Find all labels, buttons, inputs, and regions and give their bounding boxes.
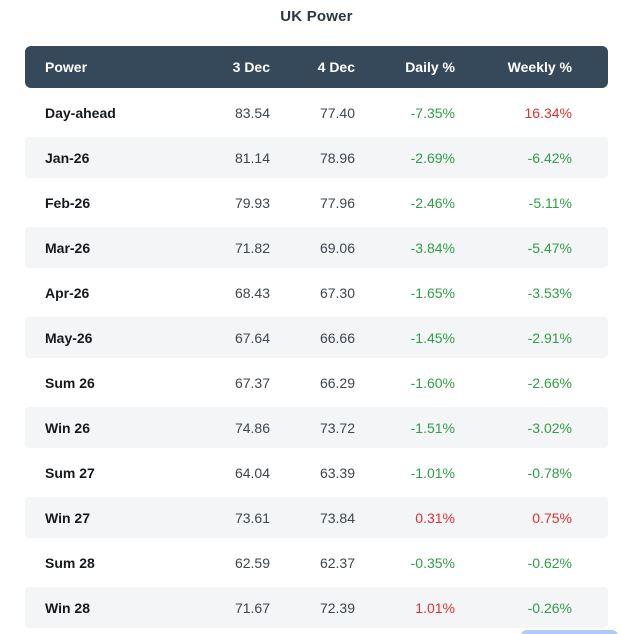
value-weekly-pct: -0.26% bbox=[527, 599, 572, 616]
table-row: Feb-26 79.93 77.96 -2.46% -5.11% bbox=[25, 182, 608, 223]
col-header-power: Power bbox=[45, 59, 88, 75]
row-label: Sum 27 bbox=[45, 464, 95, 481]
row-label: Apr-26 bbox=[45, 284, 90, 301]
col-header-daily: Daily % bbox=[405, 59, 455, 75]
value-daily-pct: -1.01% bbox=[410, 464, 455, 481]
power-table: Power 3 Dec 4 Dec Daily % Weekly % Day-a… bbox=[25, 46, 608, 632]
value-3dec: 74.86 bbox=[234, 419, 270, 436]
value-weekly-pct: 0.75% bbox=[532, 509, 572, 526]
row-label: Mar-26 bbox=[45, 239, 91, 256]
col-header-4dec: 4 Dec bbox=[317, 59, 355, 75]
table-row: Sum 27 64.04 63.39 -1.01% -0.78% bbox=[25, 452, 608, 493]
value-4dec: 73.84 bbox=[319, 509, 355, 526]
value-daily-pct: -2.46% bbox=[410, 194, 455, 211]
value-3dec: 81.14 bbox=[234, 149, 270, 166]
value-daily-pct: -0.35% bbox=[410, 554, 455, 571]
value-weekly-pct: -5.11% bbox=[528, 194, 572, 211]
value-4dec: 72.39 bbox=[319, 599, 355, 616]
value-3dec: 71.82 bbox=[234, 239, 270, 256]
value-4dec: 73.72 bbox=[319, 419, 355, 436]
value-4dec: 78.96 bbox=[319, 149, 355, 166]
table-row: Mar-26 71.82 69.06 -3.84% -5.47% bbox=[25, 227, 608, 268]
value-weekly-pct: 16.34% bbox=[524, 104, 572, 121]
value-4dec: 77.96 bbox=[319, 194, 355, 211]
page-title: UK Power bbox=[280, 8, 353, 25]
value-weekly-pct: -5.47% bbox=[527, 239, 572, 256]
value-4dec: 77.40 bbox=[319, 104, 355, 121]
row-label: Sum 26 bbox=[45, 374, 95, 391]
table-row: Win 27 73.61 73.84 0.31% 0.75% bbox=[25, 497, 608, 538]
value-3dec: 67.64 bbox=[234, 329, 270, 346]
row-label: Win 28 bbox=[45, 599, 90, 616]
value-daily-pct: -1.45% bbox=[410, 329, 455, 346]
table-row: Sum 26 67.37 66.29 -1.60% -2.66% bbox=[25, 362, 608, 403]
partially-visible-button[interactable] bbox=[521, 630, 618, 634]
table-row: May-26 67.64 66.66 -1.45% -2.91% bbox=[25, 317, 608, 358]
value-3dec: 62.59 bbox=[234, 554, 270, 571]
value-3dec: 68.43 bbox=[234, 284, 270, 301]
value-weekly-pct: -3.53% bbox=[527, 284, 572, 301]
value-4dec: 67.30 bbox=[319, 284, 355, 301]
row-label: Feb-26 bbox=[45, 194, 91, 211]
value-4dec: 66.66 bbox=[319, 329, 355, 346]
value-daily-pct: -1.60% bbox=[410, 374, 455, 391]
value-daily-pct: -1.65% bbox=[410, 284, 455, 301]
value-weekly-pct: -2.91% bbox=[527, 329, 572, 346]
table-row: Win 28 71.67 72.39 1.01% -0.26% bbox=[25, 587, 608, 628]
row-label: Sum 28 bbox=[45, 554, 95, 571]
value-weekly-pct: -6.42% bbox=[527, 149, 572, 166]
table-row: Jan-26 81.14 78.96 -2.69% -6.42% bbox=[25, 137, 608, 178]
col-header-3dec: 3 Dec bbox=[232, 59, 270, 75]
value-weekly-pct: -0.62% bbox=[527, 554, 572, 571]
value-3dec: 71.67 bbox=[234, 599, 270, 616]
value-daily-pct: -1.51% bbox=[410, 419, 455, 436]
value-daily-pct: -7.35% bbox=[410, 104, 455, 121]
col-header-weekly: Weekly % bbox=[507, 59, 572, 75]
value-weekly-pct: -0.78% bbox=[527, 464, 572, 481]
value-daily-pct: 0.31% bbox=[415, 509, 455, 526]
value-3dec: 83.54 bbox=[234, 104, 270, 121]
value-3dec: 73.61 bbox=[234, 509, 270, 526]
table-row: Day-ahead 83.54 77.40 -7.35% 16.34% bbox=[25, 92, 608, 133]
value-daily-pct: 1.01% bbox=[415, 599, 455, 616]
row-label: May-26 bbox=[45, 329, 93, 346]
value-3dec: 79.93 bbox=[234, 194, 270, 211]
value-3dec: 64.04 bbox=[234, 464, 270, 481]
value-4dec: 62.37 bbox=[319, 554, 355, 571]
value-daily-pct: -3.84% bbox=[410, 239, 455, 256]
row-label: Win 26 bbox=[45, 419, 90, 436]
table-row: Win 26 74.86 73.72 -1.51% -3.02% bbox=[25, 407, 608, 448]
table-row: Sum 28 62.59 62.37 -0.35% -0.62% bbox=[25, 542, 608, 583]
value-3dec: 67.37 bbox=[234, 374, 270, 391]
row-label: Win 27 bbox=[45, 509, 90, 526]
value-4dec: 69.06 bbox=[319, 239, 355, 256]
value-4dec: 66.29 bbox=[319, 374, 355, 391]
value-daily-pct: -2.69% bbox=[410, 149, 455, 166]
row-label: Jan-26 bbox=[45, 149, 90, 166]
value-4dec: 63.39 bbox=[319, 464, 355, 481]
table-row: Apr-26 68.43 67.30 -1.65% -3.53% bbox=[25, 272, 608, 313]
table-header-row: Power 3 Dec 4 Dec Daily % Weekly % bbox=[25, 46, 608, 88]
value-weekly-pct: -3.02% bbox=[527, 419, 572, 436]
value-weekly-pct: -2.66% bbox=[527, 374, 572, 391]
row-label: Day-ahead bbox=[45, 104, 116, 121]
